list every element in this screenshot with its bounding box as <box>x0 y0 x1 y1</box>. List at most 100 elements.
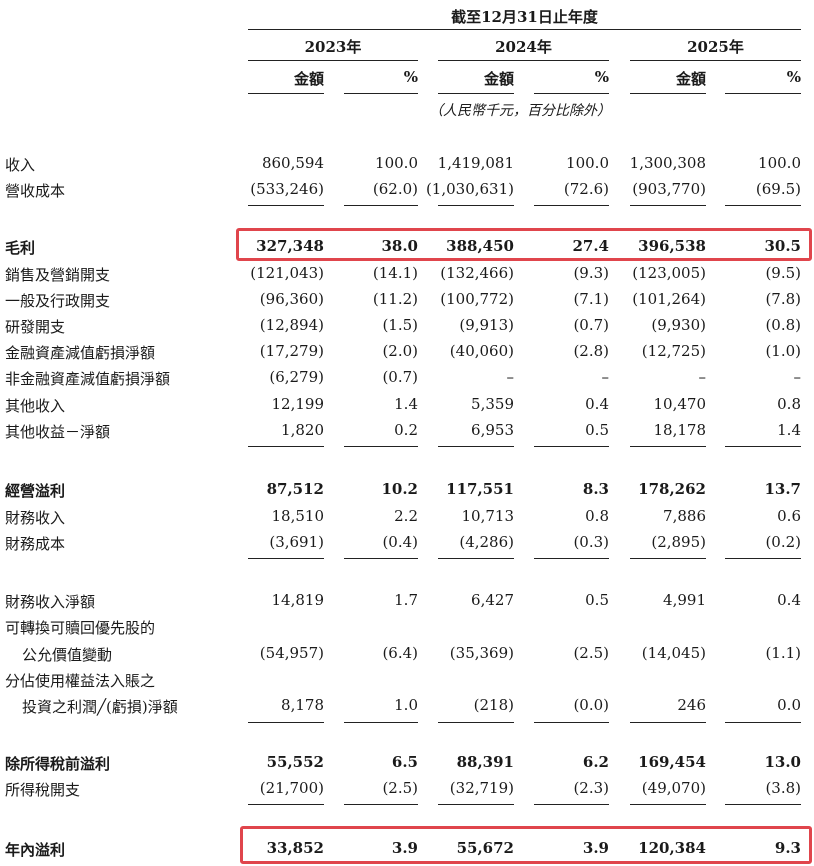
percent-cell: (9.5) <box>765 264 801 282</box>
amount-header-2023: 金額 <box>293 70 324 88</box>
amount-cell: (1,030,631) <box>425 180 514 198</box>
row-label: 所得稅開支 <box>5 781 81 799</box>
column-rule <box>630 446 706 447</box>
percent-cell: (0.0) <box>573 696 609 714</box>
row-label: 公允價值變動 <box>22 646 113 664</box>
amount-cell: 1,300,308 <box>629 154 706 172</box>
percent-cell: (1.0) <box>765 342 801 360</box>
year-header-2024: 2024年 <box>495 38 552 56</box>
amount-cell: (17,279) <box>259 342 324 360</box>
amount-cell: 55,672 <box>456 839 514 857</box>
highlight-profit-for-year <box>240 826 812 864</box>
amount-cell: 4,991 <box>663 591 706 609</box>
amount-cell: 396,538 <box>638 237 706 255</box>
column-rule <box>344 722 418 723</box>
column-rule <box>438 722 514 723</box>
percent-cell: (0.7) <box>573 316 609 334</box>
percent-cell: (0.3) <box>573 533 609 551</box>
amount-cell: (100,772) <box>440 290 514 308</box>
amount-cell: 55,552 <box>266 753 324 771</box>
amount-cell: 388,450 <box>446 237 514 255</box>
subheader-underline <box>630 93 706 94</box>
amount-cell: 87,512 <box>266 480 324 498</box>
highlight-gross-profit <box>236 228 812 261</box>
amount-cell: (121,043) <box>250 264 324 282</box>
subheader-underline <box>248 93 324 94</box>
unit-note: （人民幣千元，百分比除外） <box>429 103 611 119</box>
amount-cell: 246 <box>677 696 706 714</box>
amount-cell: 178,262 <box>638 480 706 498</box>
column-rule <box>438 804 514 805</box>
amount-cell: (533,246) <box>250 180 324 198</box>
amount-cell: 6,953 <box>471 421 514 439</box>
amount-cell: 12,199 <box>271 395 325 413</box>
subheader-underline <box>438 93 514 94</box>
amount-cell: (49,070) <box>641 779 706 797</box>
amount-cell: (218) <box>473 696 514 714</box>
row-label: 收入 <box>5 156 36 174</box>
amount-cell: (2,895) <box>651 533 706 551</box>
column-rule <box>630 804 706 805</box>
row-label: 年內溢利 <box>5 841 66 859</box>
amount-cell: (14,045) <box>641 644 706 662</box>
row-label: 一般及行政開支 <box>5 292 111 310</box>
amount-header-2025: 金額 <box>675 70 706 88</box>
amount-cell: 14,819 <box>271 591 325 609</box>
percent-cell: (7.8) <box>765 290 801 308</box>
percent-cell: 2.2 <box>394 507 418 525</box>
column-rule <box>438 558 514 559</box>
subheader-underline <box>344 93 418 94</box>
percent-cell: 13.7 <box>764 480 801 498</box>
column-rule <box>725 722 801 723</box>
percent-cell: 10.2 <box>381 480 418 498</box>
amount-cell: (96,360) <box>259 290 324 308</box>
percent-cell: 6.2 <box>582 753 609 771</box>
row-label: 可轉換可贖回優先股的 <box>5 619 156 637</box>
column-rule <box>248 722 324 723</box>
column-rule <box>248 558 324 559</box>
amount-cell: 169,454 <box>638 753 706 771</box>
percent-cell: 100.0 <box>758 154 801 172</box>
percent-cell: (69.5) <box>755 180 801 198</box>
amount-cell: (132,466) <box>440 264 514 282</box>
amount-cell: (3,691) <box>269 533 324 551</box>
percent-cell: 0.4 <box>585 395 609 413</box>
column-rule <box>630 558 706 559</box>
amount-cell: (903,770) <box>632 180 706 198</box>
percent-cell: 0.6 <box>777 507 801 525</box>
row-label: 毛利 <box>5 239 36 257</box>
column-rule <box>344 804 418 805</box>
amount-cell: 18,178 <box>653 421 707 439</box>
column-rule <box>630 205 706 206</box>
amount-header-2024: 金額 <box>483 70 514 88</box>
amount-cell: (101,264) <box>632 290 706 308</box>
amount-cell: 88,391 <box>456 753 514 771</box>
percent-cell: 38.0 <box>381 237 418 255</box>
column-rule <box>248 446 324 447</box>
amount-cell: – <box>506 368 515 386</box>
percent-cell: 3.9 <box>582 839 609 857</box>
column-rule <box>534 446 609 447</box>
percent-cell: 27.4 <box>572 237 609 255</box>
percent-cell: (6.4) <box>382 644 418 662</box>
percent-cell: 0.5 <box>585 591 609 609</box>
percent-cell: (0.8) <box>765 316 801 334</box>
column-rule <box>248 804 324 805</box>
amount-cell: 7,886 <box>663 507 706 525</box>
amount-cell: 18,510 <box>271 507 325 525</box>
row-label: 財務收入淨額 <box>5 593 96 611</box>
row-label: 經營溢利 <box>5 482 66 500</box>
row-label: 財務收入 <box>5 509 66 527</box>
amount-cell: (32,719) <box>449 779 514 797</box>
percent-cell: 1.0 <box>394 696 418 714</box>
row-label: 營收成本 <box>5 182 66 200</box>
column-rule <box>438 205 514 206</box>
percent-cell: (0.2) <box>765 533 801 551</box>
percent-cell: 0.0 <box>777 696 801 714</box>
percent-cell: (2.5) <box>573 644 609 662</box>
percent-cell: 100.0 <box>375 154 418 172</box>
amount-cell: 10,470 <box>653 395 707 413</box>
column-rule <box>534 804 609 805</box>
amount-cell: (4,286) <box>459 533 514 551</box>
percent-cell: (1.5) <box>382 316 418 334</box>
